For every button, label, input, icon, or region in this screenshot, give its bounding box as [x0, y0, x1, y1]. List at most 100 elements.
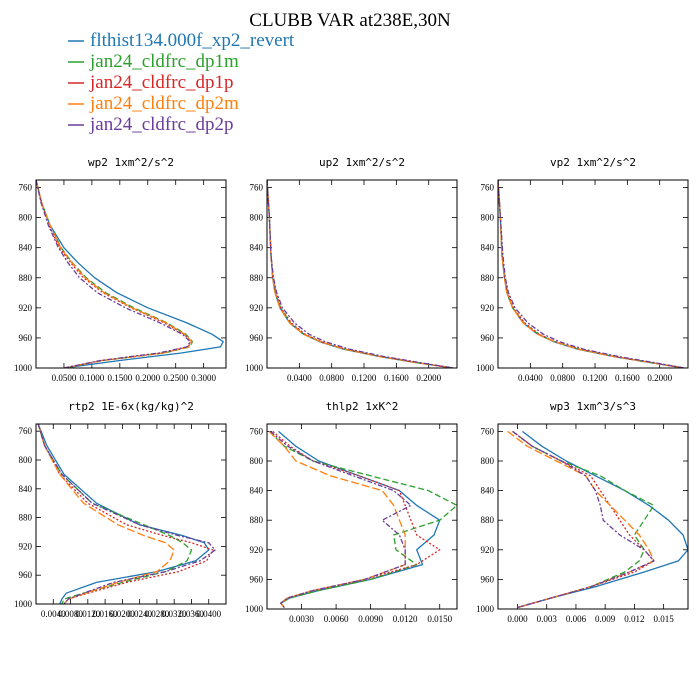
x-tick-label: 0.0120: [75, 609, 100, 619]
y-tick-label: 760: [250, 183, 264, 193]
legend-label: flthist134.000f_xp2_revert: [90, 30, 295, 51]
x-tick-label: 0.009: [595, 614, 616, 624]
panel-title: thlp2 1xK^2: [326, 400, 399, 413]
plot-frame: [266, 423, 458, 610]
series-group: [268, 430, 457, 608]
panel-title: up2 1xm^2/s^2: [319, 156, 405, 169]
y-tick-label: 840: [19, 243, 33, 253]
series-line: [498, 180, 685, 368]
y-tick-label: 760: [481, 426, 495, 436]
y-tick-label: 800: [19, 455, 33, 465]
y-tick-label: 880: [481, 273, 495, 283]
x-tick-label: 0.0320: [162, 609, 187, 619]
y-tick-label: 1000: [476, 363, 495, 373]
x-tick-label: 0.015: [654, 614, 675, 624]
series-line: [37, 424, 210, 604]
y-tick-label: 1000: [14, 363, 33, 373]
y-tick-label: 800: [481, 213, 495, 223]
series-line: [267, 180, 454, 368]
x-tick-label: 0.0080: [58, 609, 83, 619]
series-line: [267, 180, 454, 368]
y-tick-label: 880: [19, 273, 33, 283]
x-tick-label: 0.003: [537, 614, 558, 624]
x-tick-label: 0.0400: [518, 373, 543, 383]
figure-title: CLUBB VAR at238E,30N: [249, 10, 451, 31]
x-tick-label: 0.0800: [319, 373, 344, 383]
panel-title: wp3 1xm^3/s^3: [550, 400, 636, 413]
y-tick-label: 960: [250, 333, 264, 343]
y-tick-label: 880: [19, 513, 33, 523]
series-line: [512, 430, 655, 609]
legend-label: jan24_cldfrc_dp1m: [89, 51, 239, 72]
plot-frame: [497, 179, 689, 369]
y-tick-label: 920: [481, 545, 495, 555]
legend-item: jan24_cldfrc_dp2m: [68, 93, 239, 114]
y-tick-label: 960: [250, 574, 264, 584]
x-tick-label: 0.1600: [384, 373, 409, 383]
series-line: [36, 180, 193, 368]
y-tick-label: 800: [250, 456, 264, 466]
legend-label: jan24_cldfrc_dp2m: [89, 93, 239, 114]
y-tick-label: 800: [250, 213, 264, 223]
series-line: [507, 430, 655, 609]
x-tick-label: 0.2000: [647, 373, 672, 383]
x-tick-label: 0.0400: [287, 373, 312, 383]
series-line: [512, 430, 655, 609]
series-line: [36, 180, 193, 368]
y-tick-label: 920: [250, 545, 264, 555]
series-line: [36, 180, 224, 368]
series-group: [37, 424, 216, 604]
x-tick-label: 0.0120: [393, 614, 418, 624]
y-tick-label: 920: [250, 303, 264, 313]
series-group: [267, 180, 454, 368]
x-tick-label: 0.0240: [127, 609, 152, 619]
legend-item: flthist134.000f_xp2_revert: [68, 30, 295, 51]
legend-label: jan24_cldfrc_dp1p: [89, 72, 234, 93]
series-line: [37, 424, 175, 604]
series-line: [498, 180, 685, 368]
x-tick-label: 0.0200: [110, 609, 135, 619]
x-tick-label: 0.0040: [41, 609, 66, 619]
y-tick-label: 880: [250, 273, 264, 283]
x-tick-label: 0.2000: [416, 373, 441, 383]
y-tick-label: 1000: [476, 604, 495, 614]
series-line: [36, 180, 191, 368]
y-tick-label: 960: [19, 570, 33, 580]
x-tick-label: 0.000: [507, 614, 528, 624]
series-line: [512, 430, 655, 609]
y-tick-label: 960: [19, 333, 33, 343]
y-tick-label: 960: [481, 333, 495, 343]
series-line: [37, 424, 216, 604]
legend-item: jan24_cldfrc_dp1p: [68, 72, 234, 93]
y-tick-label: 1000: [245, 363, 264, 373]
chart-panel: up2 1xm^2/s^2 760 800 840 880 920 960 1000 0.040…: [245, 156, 458, 383]
series-line: [498, 180, 685, 368]
x-tick-label: 0.0280: [145, 609, 170, 619]
x-tick-label: 0.1500: [107, 373, 132, 383]
chart-panel: rtp2 1E-6x(kg/kg)^2 760 800 840 880 920 960 100…: [14, 400, 227, 619]
x-tick-label: 0.2500: [163, 373, 188, 383]
series-line: [267, 180, 454, 368]
y-tick-label: 1000: [245, 604, 264, 614]
series-line: [267, 180, 454, 368]
y-tick-label: 760: [19, 426, 33, 436]
y-tick-label: 840: [481, 486, 495, 496]
chart-panel: thlp2 1xK^2 760 800 840 880 920 960 1000 0.0030 0…: [245, 400, 458, 624]
legend-item: jan24_cldfrc_dp2p: [68, 114, 234, 135]
y-tick-label: 840: [481, 243, 495, 253]
y-tick-label: 880: [481, 515, 495, 525]
panel-title: vp2 1xm^2/s^2: [550, 156, 636, 169]
x-tick-label: 0.012: [624, 614, 644, 624]
chart-panel: wp2 1xm^2/s^2 760 800 840 880 920 960 1000 0.050…: [14, 156, 227, 383]
x-tick-label: 0.1000: [80, 373, 105, 383]
x-tick-label: 0.1200: [583, 373, 608, 383]
y-tick-label: 840: [250, 243, 264, 253]
x-tick-label: 0.0360: [179, 609, 204, 619]
plot-frame: [35, 423, 227, 605]
y-tick-label: 960: [481, 574, 495, 584]
y-tick-label: 840: [19, 484, 33, 494]
plot-frame: [266, 179, 458, 369]
y-tick-label: 920: [19, 541, 33, 551]
series-line: [517, 430, 688, 609]
panel-title: rtp2 1E-6x(kg/kg)^2: [68, 400, 194, 413]
